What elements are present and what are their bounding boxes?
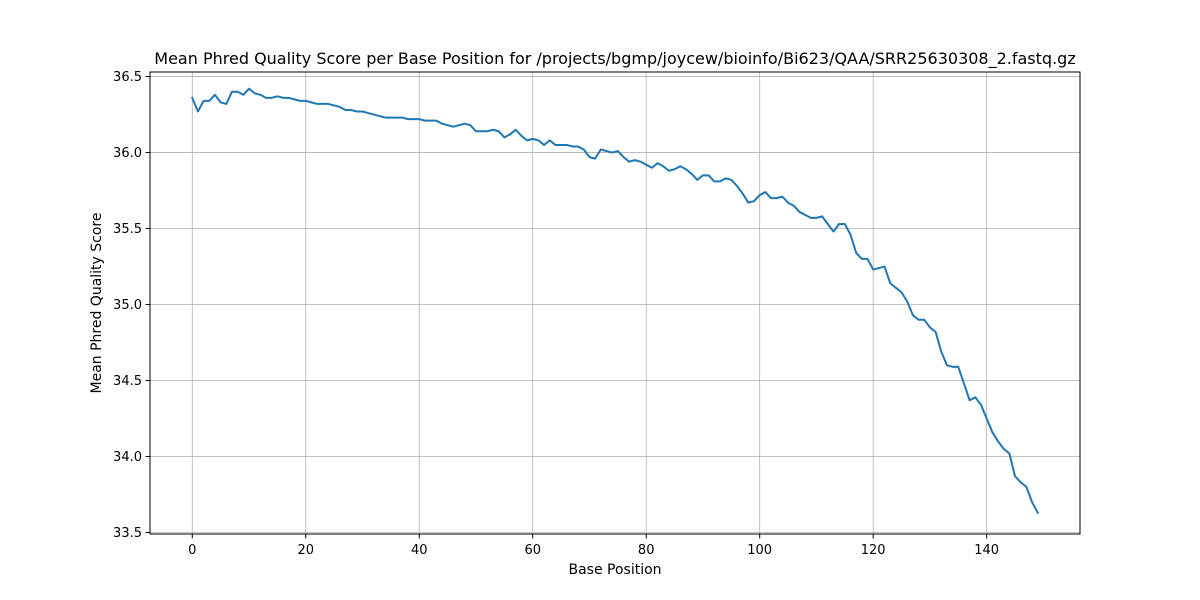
series-line [190,87,1040,515]
x-tick-label: 80 [638,543,655,558]
x-tick-label: 20 [297,543,314,558]
y-axis: 33.5 34.0 34.5 35.0 35.5 36.0 36.5 [113,70,150,541]
chart-title: Mean Phred Quality Score per Base Positi… [154,49,1075,69]
x-tick-label: 0 [188,543,196,558]
y-tick-label: 35.5 [113,222,142,237]
y-tick-label: 34.5 [113,374,142,389]
y-tick-label: 33.5 [113,526,142,541]
x-axis: 0 20 40 60 80 100 120 140 [188,534,999,558]
plot-frame [149,71,1081,535]
y-axis-label: Mean Phred Quality Score [89,213,105,394]
x-axis-label: Base Position [568,562,661,578]
y-tick-label: 36.5 [113,70,142,85]
x-tick-label: 40 [411,543,428,558]
x-tick-label: 140 [974,543,999,558]
y-tick-label: 34.0 [113,450,142,465]
series-layer [190,87,1040,515]
y-tick-label: 35.0 [113,298,142,313]
x-tick-label: 120 [861,543,886,558]
x-tick-label: 100 [747,543,772,558]
y-tick-label: 36.0 [113,146,142,161]
x-tick-label: 60 [524,543,541,558]
